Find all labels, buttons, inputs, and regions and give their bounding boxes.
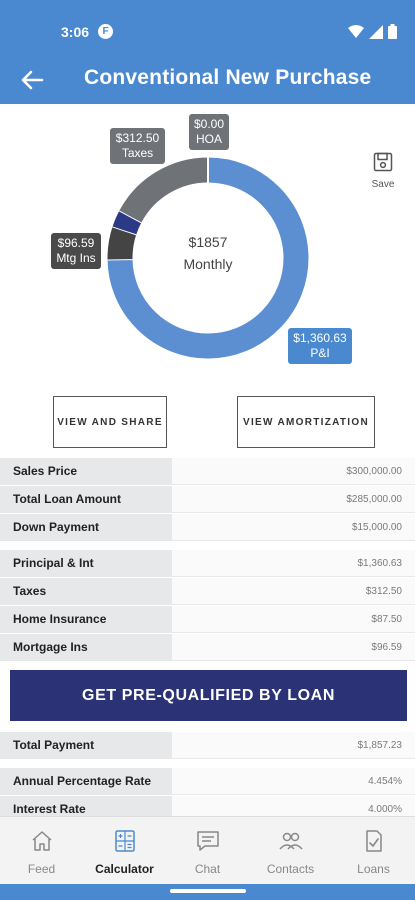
table-row: Mortgage Ins $96.59 <box>0 634 415 662</box>
system-navigation-bar <box>0 884 415 900</box>
row-value: $1,360.63 <box>172 550 415 577</box>
chat-icon <box>196 831 219 851</box>
loan-summary-table: Sales Price $300,000.00 Total Loan Amount… <box>0 458 415 542</box>
save-button[interactable]: Save <box>368 152 398 190</box>
row-value: $15,000.00 <box>172 514 415 541</box>
pi-label: P&I <box>310 346 330 360</box>
hoa-amount: $0.00 <box>193 117 225 131</box>
row-value: $312.50 <box>172 578 415 605</box>
payment-donut-chart <box>107 157 309 359</box>
table-row: Taxes $312.50 <box>0 578 415 606</box>
table-row: Sales Price $300,000.00 <box>0 458 415 486</box>
nav-feed[interactable]: Feed <box>0 817 83 884</box>
table-row: Annual Percentage Rate 4.454% <box>0 768 415 796</box>
hoa-label: HOA <box>195 132 222 146</box>
donut-segment <box>107 157 309 359</box>
home-indicator[interactable] <box>170 889 246 893</box>
taxes-tag: $312.50 Taxes <box>110 128 165 164</box>
taxes-amount: $312.50 <box>115 131 160 145</box>
nav-loans[interactable]: Loans <box>332 817 415 884</box>
payment-breakdown-table: Principal & Int $1,360.63 Taxes $312.50 Ho… <box>0 550 415 662</box>
nav-chat-label: Chat <box>194 862 221 876</box>
save-icon <box>373 152 393 172</box>
bottom-navigation: Feed Calculator Chat Contacts Loans <box>0 816 415 884</box>
row-value: $87.50 <box>172 606 415 633</box>
row-label: Taxes <box>0 578 172 605</box>
nav-loans-label: Loans <box>357 862 390 876</box>
save-label: Save <box>371 179 395 190</box>
table-row: Principal & Int $1,360.63 <box>0 550 415 578</box>
row-value: $1,857.23 <box>172 732 415 759</box>
loans-icon <box>365 830 382 852</box>
table-row: Total Loan Amount $285,000.00 <box>0 486 415 514</box>
row-label: Down Payment <box>0 514 172 541</box>
wifi-icon <box>348 24 364 38</box>
back-arrow-icon[interactable] <box>18 66 46 94</box>
get-pre-qualified-button[interactable]: GET PRE-QUALIFIED BY LOAN <box>10 670 407 721</box>
page-title: Conventional New Purchase <box>84 66 372 89</box>
nav-contacts[interactable]: Contacts <box>249 817 332 884</box>
pi-amount: $1,360.63 <box>293 331 347 345</box>
battery-icon <box>388 24 397 39</box>
donut-segment <box>107 226 137 260</box>
total-payment-table: Total Payment $1,857.23 <box>0 732 415 760</box>
table-row: Down Payment $15,000.00 <box>0 514 415 542</box>
row-value: $300,000.00 <box>172 458 415 485</box>
nav-calculator[interactable]: Calculator <box>83 817 166 884</box>
rates-table: Annual Percentage Rate 4.454% Interest Ra… <box>0 768 415 824</box>
status-time: 3:06 <box>61 24 90 40</box>
row-value: 4.454% <box>172 768 415 795</box>
mtg-ins-amount: $96.59 <box>57 236 95 250</box>
app-bar: Conventional New Purchase <box>0 56 415 104</box>
nav-calculator-label: Calculator <box>95 862 154 876</box>
contacts-icon <box>278 832 303 850</box>
app-notification-icon: F <box>98 24 113 39</box>
nav-chat[interactable]: Chat <box>166 817 249 884</box>
view-amortization-button[interactable]: VIEW AMORTIZATION <box>237 396 375 448</box>
donut-segment <box>112 210 142 235</box>
pi-tag: $1,360.63 P&I <box>288 328 352 364</box>
mtg-ins-tag: $96.59 Mtg Ins <box>51 233 101 269</box>
taxes-label: Taxes <box>121 146 154 160</box>
calculator-icon <box>114 830 135 852</box>
nav-contacts-label: Contacts <box>266 862 315 876</box>
table-row: Total Payment $1,857.23 <box>0 732 415 760</box>
row-value: $96.59 <box>172 634 415 661</box>
row-value: $285,000.00 <box>172 486 415 513</box>
row-label: Total Payment <box>0 732 172 759</box>
hoa-tag: $0.00 HOA <box>189 114 229 150</box>
donut-segment <box>119 157 209 223</box>
nav-feed-label: Feed <box>27 862 56 876</box>
chart-center-label: Monthly <box>183 256 233 272</box>
table-row: Home Insurance $87.50 <box>0 606 415 634</box>
row-label: Sales Price <box>0 458 172 485</box>
chart-center-amount: $1857 <box>188 234 228 250</box>
status-icons <box>348 24 397 39</box>
row-label: Total Loan Amount <box>0 486 172 513</box>
row-label: Principal & Int <box>0 550 172 577</box>
mtg-ins-label: Mtg Ins <box>56 251 96 265</box>
view-and-share-button[interactable]: VIEW AND SHARE <box>53 396 167 448</box>
home-icon <box>32 831 51 851</box>
signal-icon <box>369 24 383 39</box>
row-label: Annual Percentage Rate <box>0 768 172 795</box>
row-label: Home Insurance <box>0 606 172 633</box>
status-bar: 3:06 F <box>0 0 415 56</box>
row-label: Mortgage Ins <box>0 634 172 661</box>
